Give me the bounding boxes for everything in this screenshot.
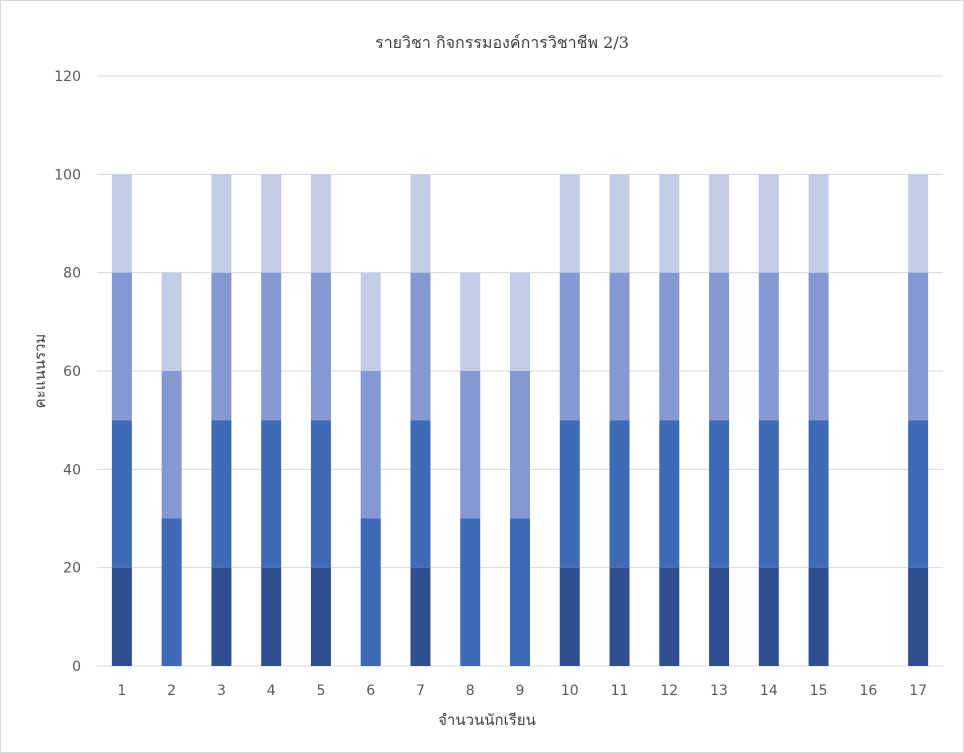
x-tick-label: 10 [561,683,579,699]
bar-14-segment-3 [758,272,779,421]
bar-12-segment-3 [659,272,680,421]
bar-1-segment-3 [111,272,132,421]
bar-10-segment-1 [559,567,580,666]
bar-2-segment-4 [161,272,182,371]
bar-15-segment-2 [808,420,829,568]
bar-1-segment-1 [111,567,132,666]
bar-13-segment-4 [709,174,730,273]
bar-2-segment-3 [161,371,182,519]
bar-17-segment-3 [908,272,929,421]
bar-9-segment-3 [510,371,530,519]
x-tick-label: 17 [909,683,927,699]
x-tick-label: 16 [859,683,877,699]
y-tick-label: 40 [63,462,81,478]
x-axis-title: จำนวนนักเรียน [438,711,536,729]
bar-3-segment-1 [211,567,232,666]
bar-4-segment-3 [261,272,282,421]
bar-5-segment-1 [310,567,331,666]
bar-17-segment-1 [908,567,929,666]
bar-7-segment-1 [410,567,431,666]
bar-8-segment-3 [460,371,481,519]
bar-4-segment-4 [261,174,282,273]
bar-3-segment-2 [211,420,232,568]
bar-5-segment-2 [310,420,331,568]
bar-6-segment-2 [360,518,381,666]
x-tick-label: 4 [267,683,276,699]
chart-title: รายวิชา กิจกรรมองค์การวิชาชีพ 2/3 [375,33,629,52]
bar-14-segment-1 [758,567,779,666]
bar-7-segment-3 [410,272,431,421]
bar-9-segment-2 [510,518,530,666]
bar-17-segment-4 [908,174,929,273]
bar-15-segment-4 [808,174,829,273]
bar-11-segment-4 [609,174,630,273]
bar-10-segment-3 [559,272,580,421]
bar-5-segment-4 [310,174,331,273]
x-tick-label: 3 [217,683,226,699]
x-tick-label: 5 [316,683,325,699]
bar-12-segment-4 [659,174,680,273]
y-tick-label: 100 [54,167,81,183]
x-tick-label: 13 [710,683,728,699]
y-tick-label: 80 [63,266,81,282]
bar-11-segment-2 [609,420,630,568]
bar-12-segment-2 [659,420,680,568]
x-axis-ticks: 1 2 3 4 5 6 7 8 9 10 11 12 13 14 15 16 17 [117,683,927,699]
y-tick-label: 120 [54,69,81,85]
bar-4-segment-2 [261,420,282,568]
x-tick-label: 8 [466,683,475,699]
x-tick-label: 6 [366,683,375,699]
bar-5-segment-3 [310,272,331,421]
x-tick-label: 14 [760,683,778,699]
bar-7-segment-2 [410,420,431,568]
bar-8-segment-4 [460,272,481,371]
bar-7-segment-4 [410,174,431,273]
bar-11-segment-3 [609,272,630,421]
x-tick-label: 15 [810,683,828,699]
bar-6-segment-4 [360,272,381,371]
y-axis-title: คะแนนรวม [31,334,49,409]
bar-4-segment-1 [261,567,282,666]
y-tick-label: 60 [63,364,81,380]
bar-11-segment-1 [609,567,630,666]
y-tick-label: 0 [72,659,81,675]
x-tick-label: 12 [660,683,678,699]
bar-3-segment-4 [211,174,232,273]
bar-1-segment-4 [111,174,132,273]
x-tick-label: 2 [167,683,176,699]
bar-10-segment-4 [559,174,580,273]
bar-3-segment-3 [211,272,232,421]
bar-8-segment-2 [460,518,481,666]
x-tick-label: 9 [516,683,525,699]
bar-9-segment-4 [510,272,530,371]
bar-13-segment-2 [709,420,730,568]
x-tick-label: 7 [416,683,425,699]
bar-6-segment-3 [360,371,381,519]
x-tick-label: 11 [611,683,629,699]
bar-15-segment-1 [808,567,829,666]
bar-13-segment-1 [709,567,730,666]
bar-10-segment-2 [559,420,580,568]
bar-12-segment-1 [659,567,680,666]
bar-15-segment-3 [808,272,829,421]
x-tick-label: 1 [117,683,126,699]
bar-14-segment-2 [758,420,779,568]
bar-2-segment-2 [161,518,182,666]
bar-17-segment-2 [908,420,929,568]
y-axis-ticks: 0 20 40 60 80 100 120 [54,69,81,675]
bars [111,174,929,666]
bar-14-segment-4 [758,174,779,273]
y-tick-label: 20 [63,561,81,577]
bar-1-segment-2 [111,420,132,568]
bar-13-segment-3 [709,272,730,421]
